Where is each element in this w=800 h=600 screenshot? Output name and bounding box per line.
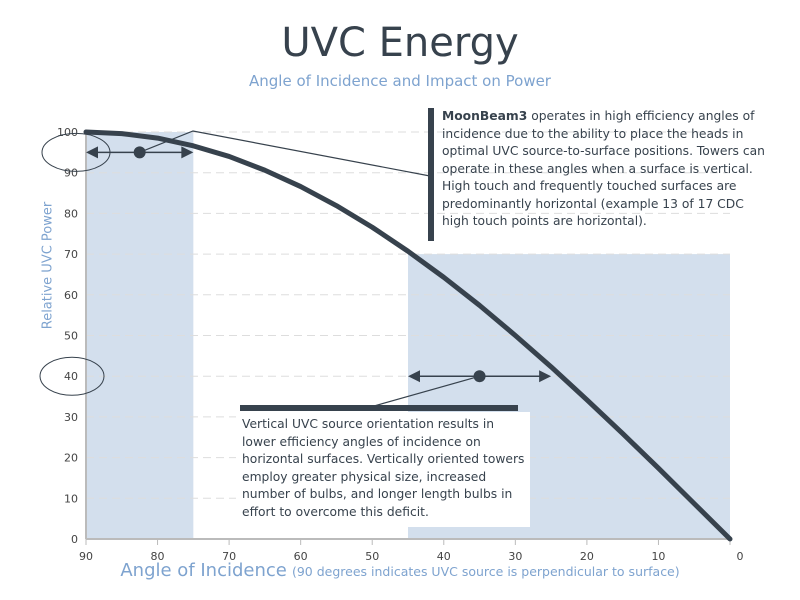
y-axis-label: Relative UVC Power (40, 201, 56, 330)
arrow-right-icon (539, 370, 552, 383)
high-efficiency-text: operates in high efficiency angles of in… (442, 109, 765, 228)
annotation-bar-low (240, 405, 518, 411)
chart-title: UVC Energy (281, 20, 519, 66)
chart-subtitle: Angle of Incidence and Impact on Power (249, 72, 551, 90)
arrow-left-icon (408, 370, 420, 383)
x-tick-label: 80 (151, 550, 165, 563)
x-tick-label: 50 (365, 550, 379, 563)
low-efficiency-annotation: Vertical UVC source orientation results … (236, 412, 530, 527)
leader-line-high (139, 130, 431, 177)
x-tick-label: 10 (651, 550, 665, 563)
x-tick-label: 20 (580, 550, 594, 563)
x-tick-label: 60 (294, 550, 308, 563)
brand-name: MoonBeam3 (442, 109, 528, 123)
y-tick-label: 20 (64, 452, 78, 465)
y-tick-label: 70 (64, 248, 78, 261)
y-tick-label: 30 (64, 411, 78, 424)
y-tick-label: 80 (64, 207, 78, 220)
x-tick-label: 0 (737, 550, 744, 563)
y-tick-label: 40 (64, 370, 78, 383)
y-tick-label: 60 (64, 289, 78, 302)
highlight-ellipse-low (39, 356, 105, 396)
y-tick-label: 0 (71, 533, 78, 546)
x-tick-label: 70 (222, 550, 236, 563)
x-tick-label: 40 (437, 550, 451, 563)
x-axis-label: Angle of Incidence (90 degrees indicates… (0, 560, 800, 581)
range-center-dot (473, 370, 486, 383)
range-center-dot (133, 146, 146, 159)
x-axis-title: Angle of Incidence (120, 560, 287, 581)
high-efficiency-annotation: MoonBeam3 operates in high efficiency an… (442, 108, 772, 231)
leader-line-low (366, 375, 480, 409)
annotation-bar-high (428, 108, 434, 241)
arrow-right-icon (181, 146, 194, 159)
x-axis-note: (90 degrees indicates UVC source is perp… (291, 564, 680, 579)
arrow-left-icon (86, 146, 98, 159)
x-tick-label: 90 (79, 550, 93, 563)
y-tick-label: 10 (64, 492, 78, 505)
y-tick-label: 50 (64, 330, 78, 343)
x-tick-label: 30 (508, 550, 522, 563)
power-curve (83, 129, 733, 542)
y-tick-label: 90 (64, 167, 78, 180)
y-tick-label: 100 (57, 126, 78, 139)
